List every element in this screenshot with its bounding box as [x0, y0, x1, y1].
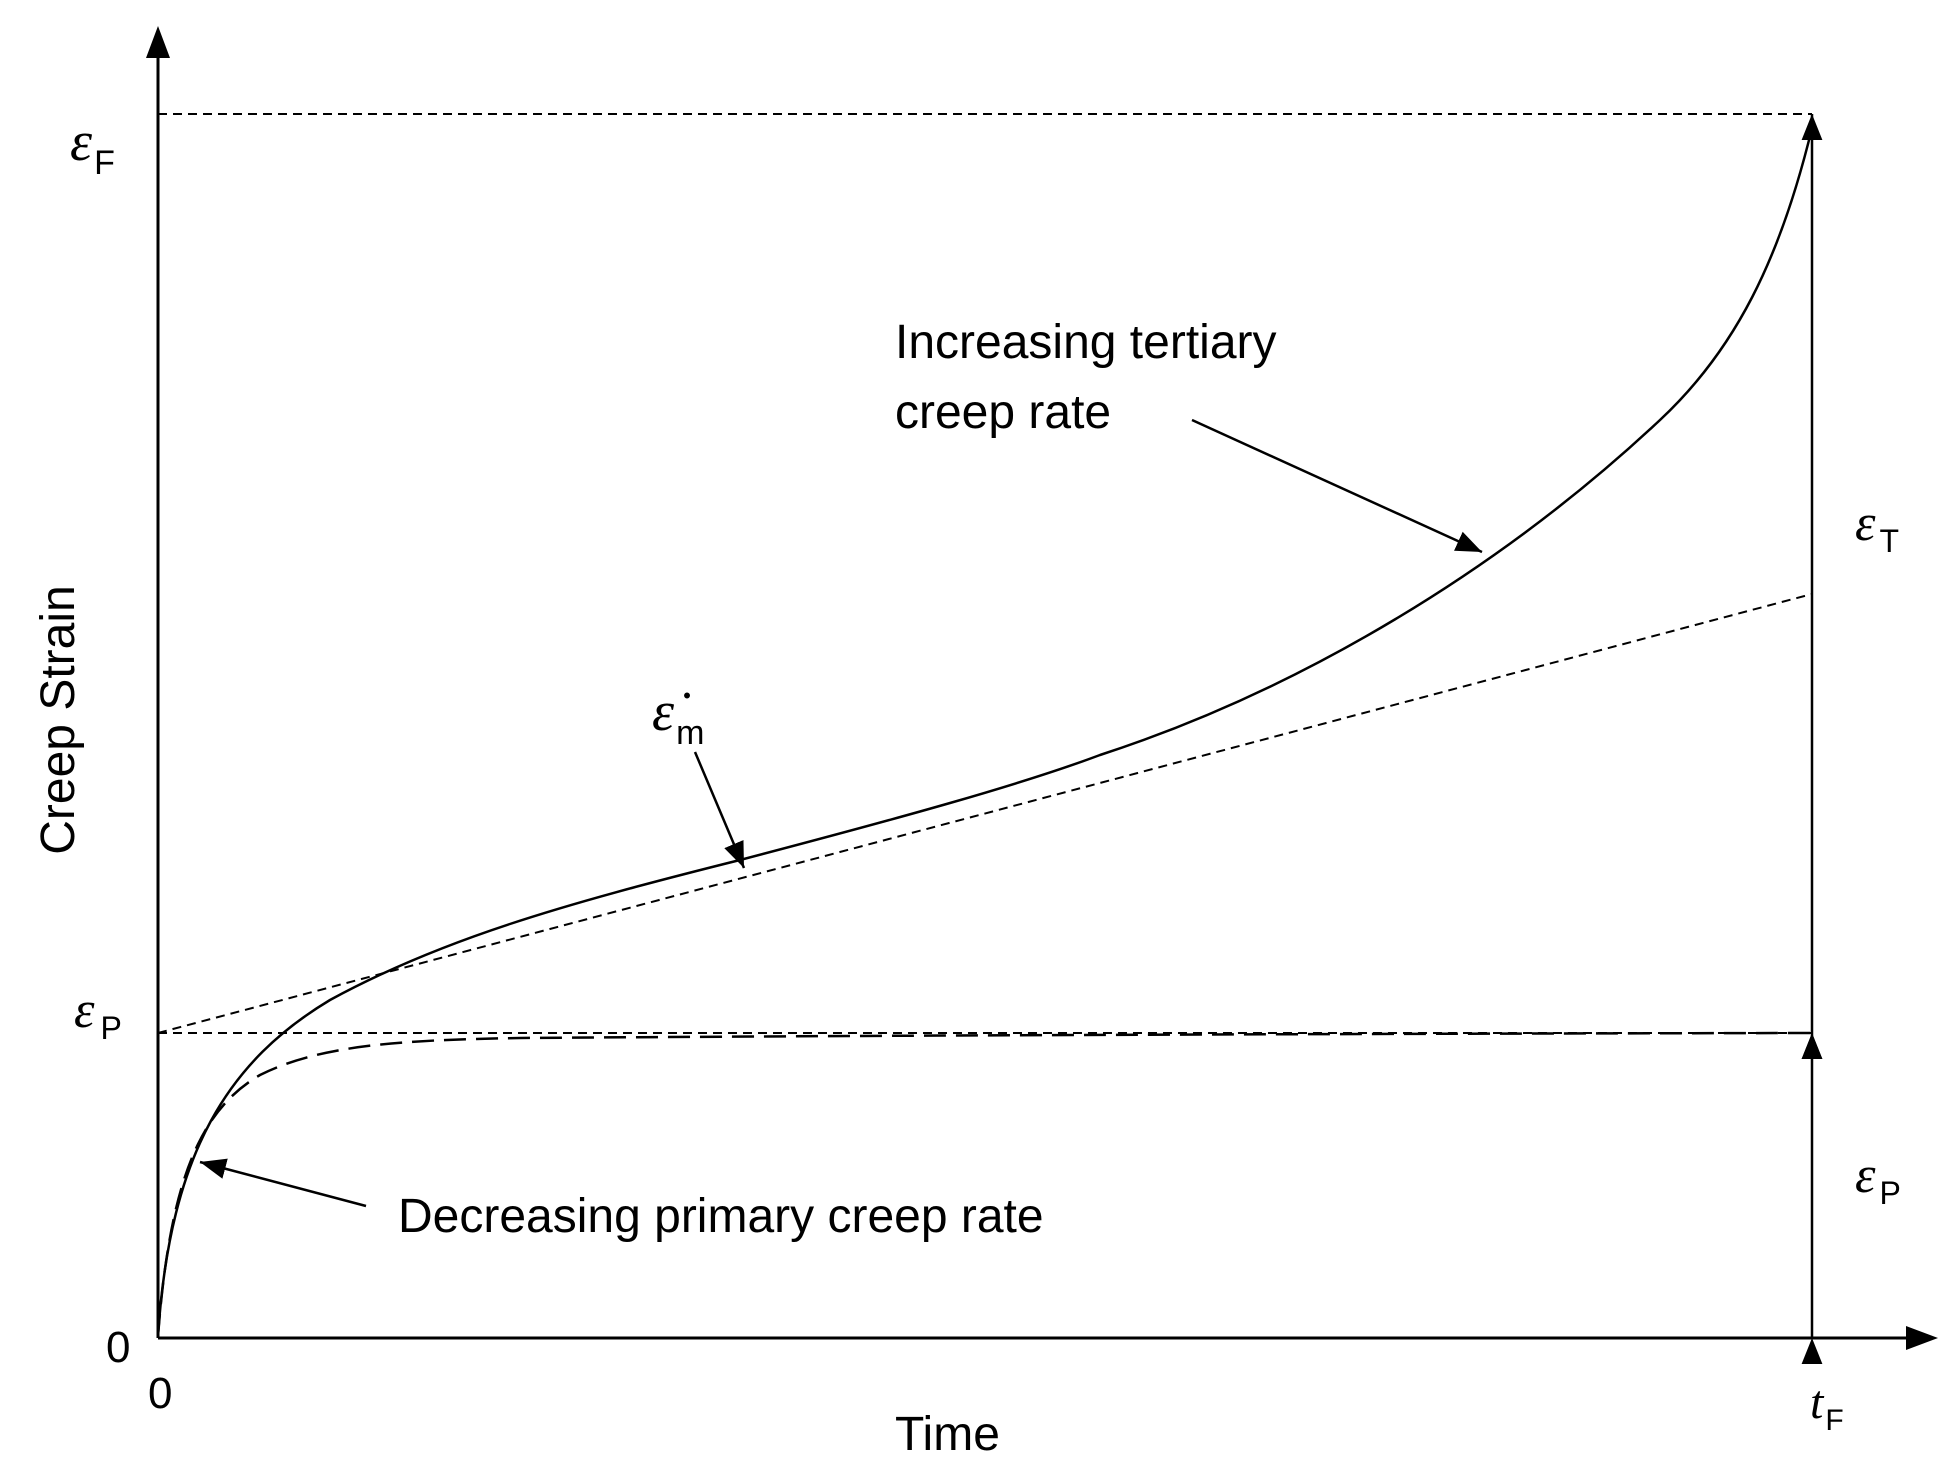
creep-curve: [156, 127, 1814, 1337]
x-axis-arrowhead: [1906, 1326, 1938, 1350]
minimum-rate-pointer: [693, 751, 746, 869]
y-axis-title: Creep Strain: [32, 585, 85, 854]
y-axis-arrowhead: [146, 26, 170, 58]
tertiary-rate-label-line2: creep rate: [895, 386, 1111, 439]
y-origin-label: 0: [106, 1323, 130, 1372]
minimum-rate-tangent-line: [157, 593, 1813, 1034]
tertiary-rate-pointer: [1191, 418, 1483, 554]
tertiary-rate-label-line1: Increasing tertiary: [895, 316, 1277, 369]
primary-creep-component-curve: [156, 1031, 1813, 1337]
failure-time-label: tF: [1810, 1376, 1844, 1437]
minimum-rate-label: ε̇m: [652, 681, 704, 752]
failure-strain-label: εF: [70, 111, 115, 182]
primary-rate-label: Decreasing primary creep rate: [398, 1190, 1044, 1243]
x-origin-label: 0: [148, 1369, 172, 1418]
x-axis-title: Time: [895, 1408, 1000, 1461]
primary-rate-pointer: [199, 1158, 367, 1208]
